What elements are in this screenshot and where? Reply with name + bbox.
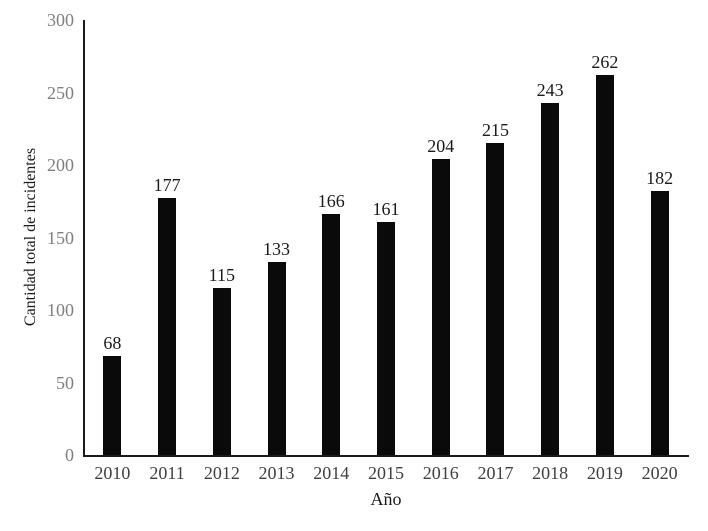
- bar-value-label: 133: [263, 239, 291, 260]
- x-tick-label: 2011: [149, 463, 185, 483]
- y-tick-label: 150: [47, 227, 74, 248]
- bar-value-label: 262: [591, 52, 619, 73]
- bar-value-label: 115: [208, 265, 235, 286]
- y-tick-label: 250: [47, 82, 74, 103]
- bar-value-label: 161: [372, 198, 400, 219]
- bar: [158, 198, 177, 455]
- bar: [377, 221, 395, 455]
- bar: [431, 159, 450, 455]
- x-tick-label: 2015: [367, 463, 404, 483]
- x-tick-label: 2010: [94, 463, 131, 483]
- bar: [267, 262, 286, 455]
- x-tick-label: 2017: [477, 463, 514, 483]
- y-tick-label: 200: [47, 155, 74, 175]
- x-tick-label: 2019: [586, 463, 623, 483]
- x-tick-label: 2014: [313, 463, 350, 483]
- y-tick-label: 0: [65, 445, 74, 465]
- bar-value-label: 182: [646, 168, 674, 189]
- bar-value-label: 215: [481, 120, 509, 141]
- x-tick-label: 2018: [532, 463, 569, 483]
- x-axis-title: Año: [370, 489, 402, 509]
- bar-value-label: 177: [153, 175, 181, 196]
- bar-value-label: 166: [317, 191, 345, 212]
- bar: [595, 75, 614, 455]
- bar: [212, 288, 231, 455]
- bar: [486, 143, 505, 455]
- bar: [322, 214, 341, 455]
- x-tick-label: 2013: [258, 463, 295, 483]
- x-tick-label: 2020: [641, 463, 678, 483]
- x-tick-label: 2012: [203, 463, 240, 483]
- y-tick-label: 50: [56, 372, 74, 393]
- bar: [541, 102, 560, 455]
- bar: [650, 191, 669, 455]
- x-tick-label: 2016: [422, 463, 459, 483]
- bar: [103, 356, 122, 455]
- bar-value-label: 243: [536, 79, 564, 100]
- bar-value-label: 204: [427, 136, 455, 157]
- bar-value-label: 68: [103, 333, 122, 354]
- y-tick-label: 300: [47, 10, 74, 30]
- y-tick-label: 100: [47, 300, 74, 320]
